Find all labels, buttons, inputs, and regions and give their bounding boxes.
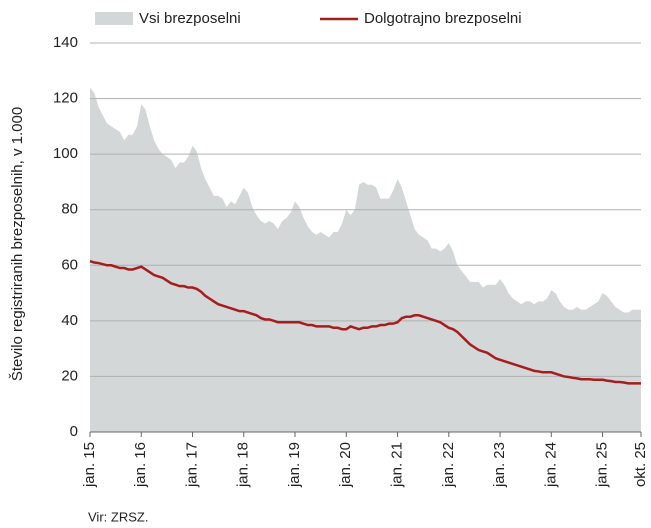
x-tick-label: jan. 16 (132, 442, 149, 488)
y-tick-label: 120 (53, 90, 78, 107)
area (90, 87, 641, 433)
x-tick-label: jan. 23 (491, 442, 508, 488)
x-tick-label: jan. 19 (286, 442, 303, 488)
x-tick-label: jan. 21 (389, 442, 406, 488)
x-tick-label: jan. 17 (183, 442, 200, 488)
line (89, 259, 641, 385)
y-tick-label: 0 (70, 423, 78, 440)
x-tick-label: jan. 15 (81, 442, 98, 488)
y-tick-label: 100 (53, 145, 78, 162)
x-tick-label: jan. 22 (440, 442, 457, 488)
x-tick-label: jan. 24 (542, 442, 559, 488)
legend-label: Vsi brezposelni (139, 10, 241, 27)
legend-swatch (95, 12, 133, 25)
y-axis-label: Število registriranih brezposelnih, v 1.… (9, 107, 26, 381)
y-tick-label: 140 (53, 34, 78, 51)
x-tick-label: jan. 25 (594, 442, 611, 488)
legend-label: Dolgotrajno brezposelni (364, 10, 522, 27)
y-tick-label: 40 (61, 312, 78, 329)
x-tick-label: jan. 18 (235, 442, 252, 488)
y-tick-label: 20 (61, 367, 78, 384)
source: Vir: ZRSZ. (88, 509, 148, 524)
y-tick-label: 60 (61, 256, 78, 273)
y-tick-label: 80 (61, 201, 78, 218)
x-tick-label: okt. 25 (632, 442, 649, 487)
x-tick-label: jan. 20 (337, 442, 354, 488)
